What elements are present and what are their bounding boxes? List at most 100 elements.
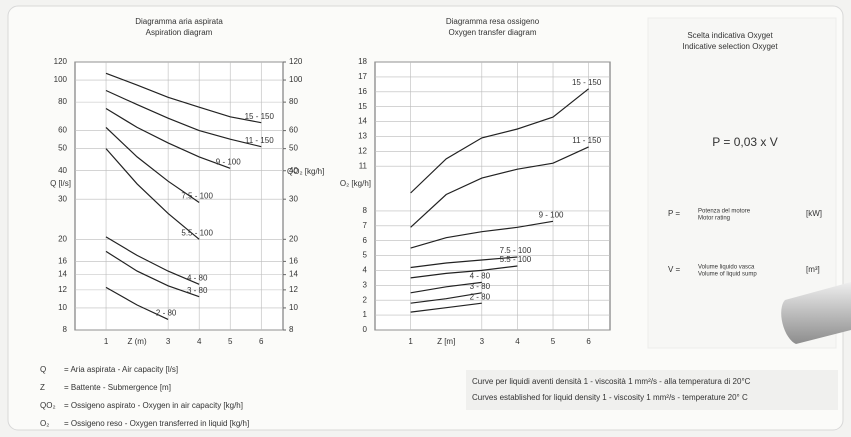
curve xyxy=(105,148,200,240)
y2-tick-label: 40 xyxy=(289,166,298,175)
note-box xyxy=(466,370,838,410)
row-text: Volume liquido vasca xyxy=(698,265,755,271)
plot-frame xyxy=(74,61,284,331)
curve xyxy=(410,146,589,228)
note: Curve per liquidi aventi densità 1 - vis… xyxy=(472,377,751,386)
curve-label: 3 - 80 xyxy=(470,282,491,291)
note: Curves established for liquid density 1 … xyxy=(472,393,748,402)
selection-title: Scelta indicativa Oxyget xyxy=(687,31,773,40)
y-tick-label: 30 xyxy=(58,194,67,203)
x-tick-label: 1 xyxy=(408,337,413,346)
y-tick-label: 14 xyxy=(58,270,67,279)
x-tick-label: 6 xyxy=(586,337,591,346)
y2-tick-label: 8 xyxy=(289,325,294,334)
x-tick-label: 5 xyxy=(228,337,233,346)
x-tick-label: 4 xyxy=(515,337,520,346)
y-tick-label: 10 xyxy=(58,303,67,312)
curve-label: 3 - 80 xyxy=(187,286,208,295)
legend-text: = Aria aspirata - Air capacity [l/s] xyxy=(64,365,178,374)
legend-symbol: O₂ xyxy=(40,419,49,428)
legend-symbol: Z xyxy=(40,383,45,392)
legend-symbol: Q xyxy=(40,365,46,374)
curve-label: 5.5 - 100 xyxy=(181,228,213,237)
selection-panel xyxy=(647,17,837,349)
x-tick-label: 5 xyxy=(551,337,556,346)
plot-frame xyxy=(374,61,611,331)
x-axis-label: Z [m] xyxy=(437,337,455,346)
legend-symbol: QO₂ xyxy=(40,401,56,410)
curve-label: 7.5 - 100 xyxy=(181,192,213,201)
y-tick-label: 8 xyxy=(63,325,68,334)
curve-label: 11 - 150 xyxy=(245,136,274,145)
formula: P = 0,03 x V xyxy=(712,135,778,149)
y-tick-label: 16 xyxy=(58,257,67,266)
y-tick-label: 60 xyxy=(58,126,67,135)
symbol: V = xyxy=(668,265,681,274)
pipe-decoration xyxy=(781,282,851,344)
x-tick-label: 1 xyxy=(104,337,109,346)
chart-subtitle: Oxygen transfer diagram xyxy=(448,28,536,37)
y-tick-label: 18 xyxy=(358,57,367,66)
y2-tick-label: 30 xyxy=(289,194,298,203)
legend-text: = Ossigeno aspirato - Oxygen in air capa… xyxy=(64,401,243,410)
y-tick-label: 11 xyxy=(359,161,368,170)
curve-label: 7.5 - 100 xyxy=(500,246,532,255)
y2-axis-label: QO₂ [kg/h] xyxy=(287,167,324,176)
y-tick-label: 7 xyxy=(363,221,368,230)
y-tick-label: 14 xyxy=(358,117,367,126)
x-tick-label: 4 xyxy=(197,337,202,346)
y2-tick-label: 14 xyxy=(289,270,298,279)
row-text: Volume of liquid sump xyxy=(698,272,757,278)
curve xyxy=(105,107,231,169)
y-tick-label: 120 xyxy=(54,57,68,66)
row-text: Potenza del motore xyxy=(698,209,751,215)
y-tick-label: 0 xyxy=(363,325,368,334)
y-tick-label: 6 xyxy=(363,236,368,245)
x-tick-label: 3 xyxy=(480,337,485,346)
y-tick-label: 17 xyxy=(358,72,367,81)
x-axis-label: Z (m) xyxy=(128,337,147,346)
curve xyxy=(105,126,200,203)
y-tick-label: 100 xyxy=(54,75,68,84)
y-tick-label: 8 xyxy=(363,206,368,215)
curve xyxy=(105,250,200,298)
y-tick-label: 20 xyxy=(58,234,67,243)
y-tick-label: 40 xyxy=(58,166,67,175)
curve-label: 9 - 100 xyxy=(539,210,564,219)
legend-text: = Battente - Submergence [m] xyxy=(64,383,171,392)
y2-tick-label: 100 xyxy=(289,75,303,84)
y2-tick-label: 60 xyxy=(289,126,298,135)
row-text: Motor rating xyxy=(698,216,730,222)
y2-tick-label: 16 xyxy=(289,257,298,266)
symbol: P = xyxy=(668,209,680,218)
curve-label: 15 - 150 xyxy=(245,112,275,121)
legend-text: = Ossigeno reso - Oxygen transferred in … xyxy=(64,419,249,428)
y-tick-label: 1 xyxy=(363,310,368,319)
curve-label: 9 - 100 xyxy=(216,157,241,166)
y2-tick-label: 12 xyxy=(289,285,298,294)
y-tick-label: 16 xyxy=(358,87,367,96)
y-tick-label: 5 xyxy=(363,251,368,260)
curve xyxy=(410,265,518,279)
curve xyxy=(105,236,200,285)
curve xyxy=(105,89,262,148)
curve xyxy=(410,220,554,249)
chart-title: Diagramma resa ossigeno xyxy=(446,17,540,26)
selection-subtitle: Indicative selection Oxyget xyxy=(682,42,778,51)
y2-tick-label: 80 xyxy=(289,97,298,106)
curve-label: 11 - 150 xyxy=(572,136,601,145)
y2-tick-label: 20 xyxy=(289,234,298,243)
y-tick-label: 15 xyxy=(358,102,367,111)
y-tick-label: 80 xyxy=(58,97,67,106)
unit: [m³] xyxy=(806,265,820,274)
y2-tick-label: 10 xyxy=(289,303,298,312)
y-tick-label: 4 xyxy=(363,266,368,275)
curve-label: 5.5 - 100 xyxy=(500,255,532,264)
y2-tick-label: 50 xyxy=(289,144,298,153)
curve xyxy=(410,88,589,194)
curve xyxy=(105,286,169,320)
curve-label: 15 - 150 xyxy=(572,78,602,87)
y-axis-label: O₂ [kg/h] xyxy=(340,179,371,188)
